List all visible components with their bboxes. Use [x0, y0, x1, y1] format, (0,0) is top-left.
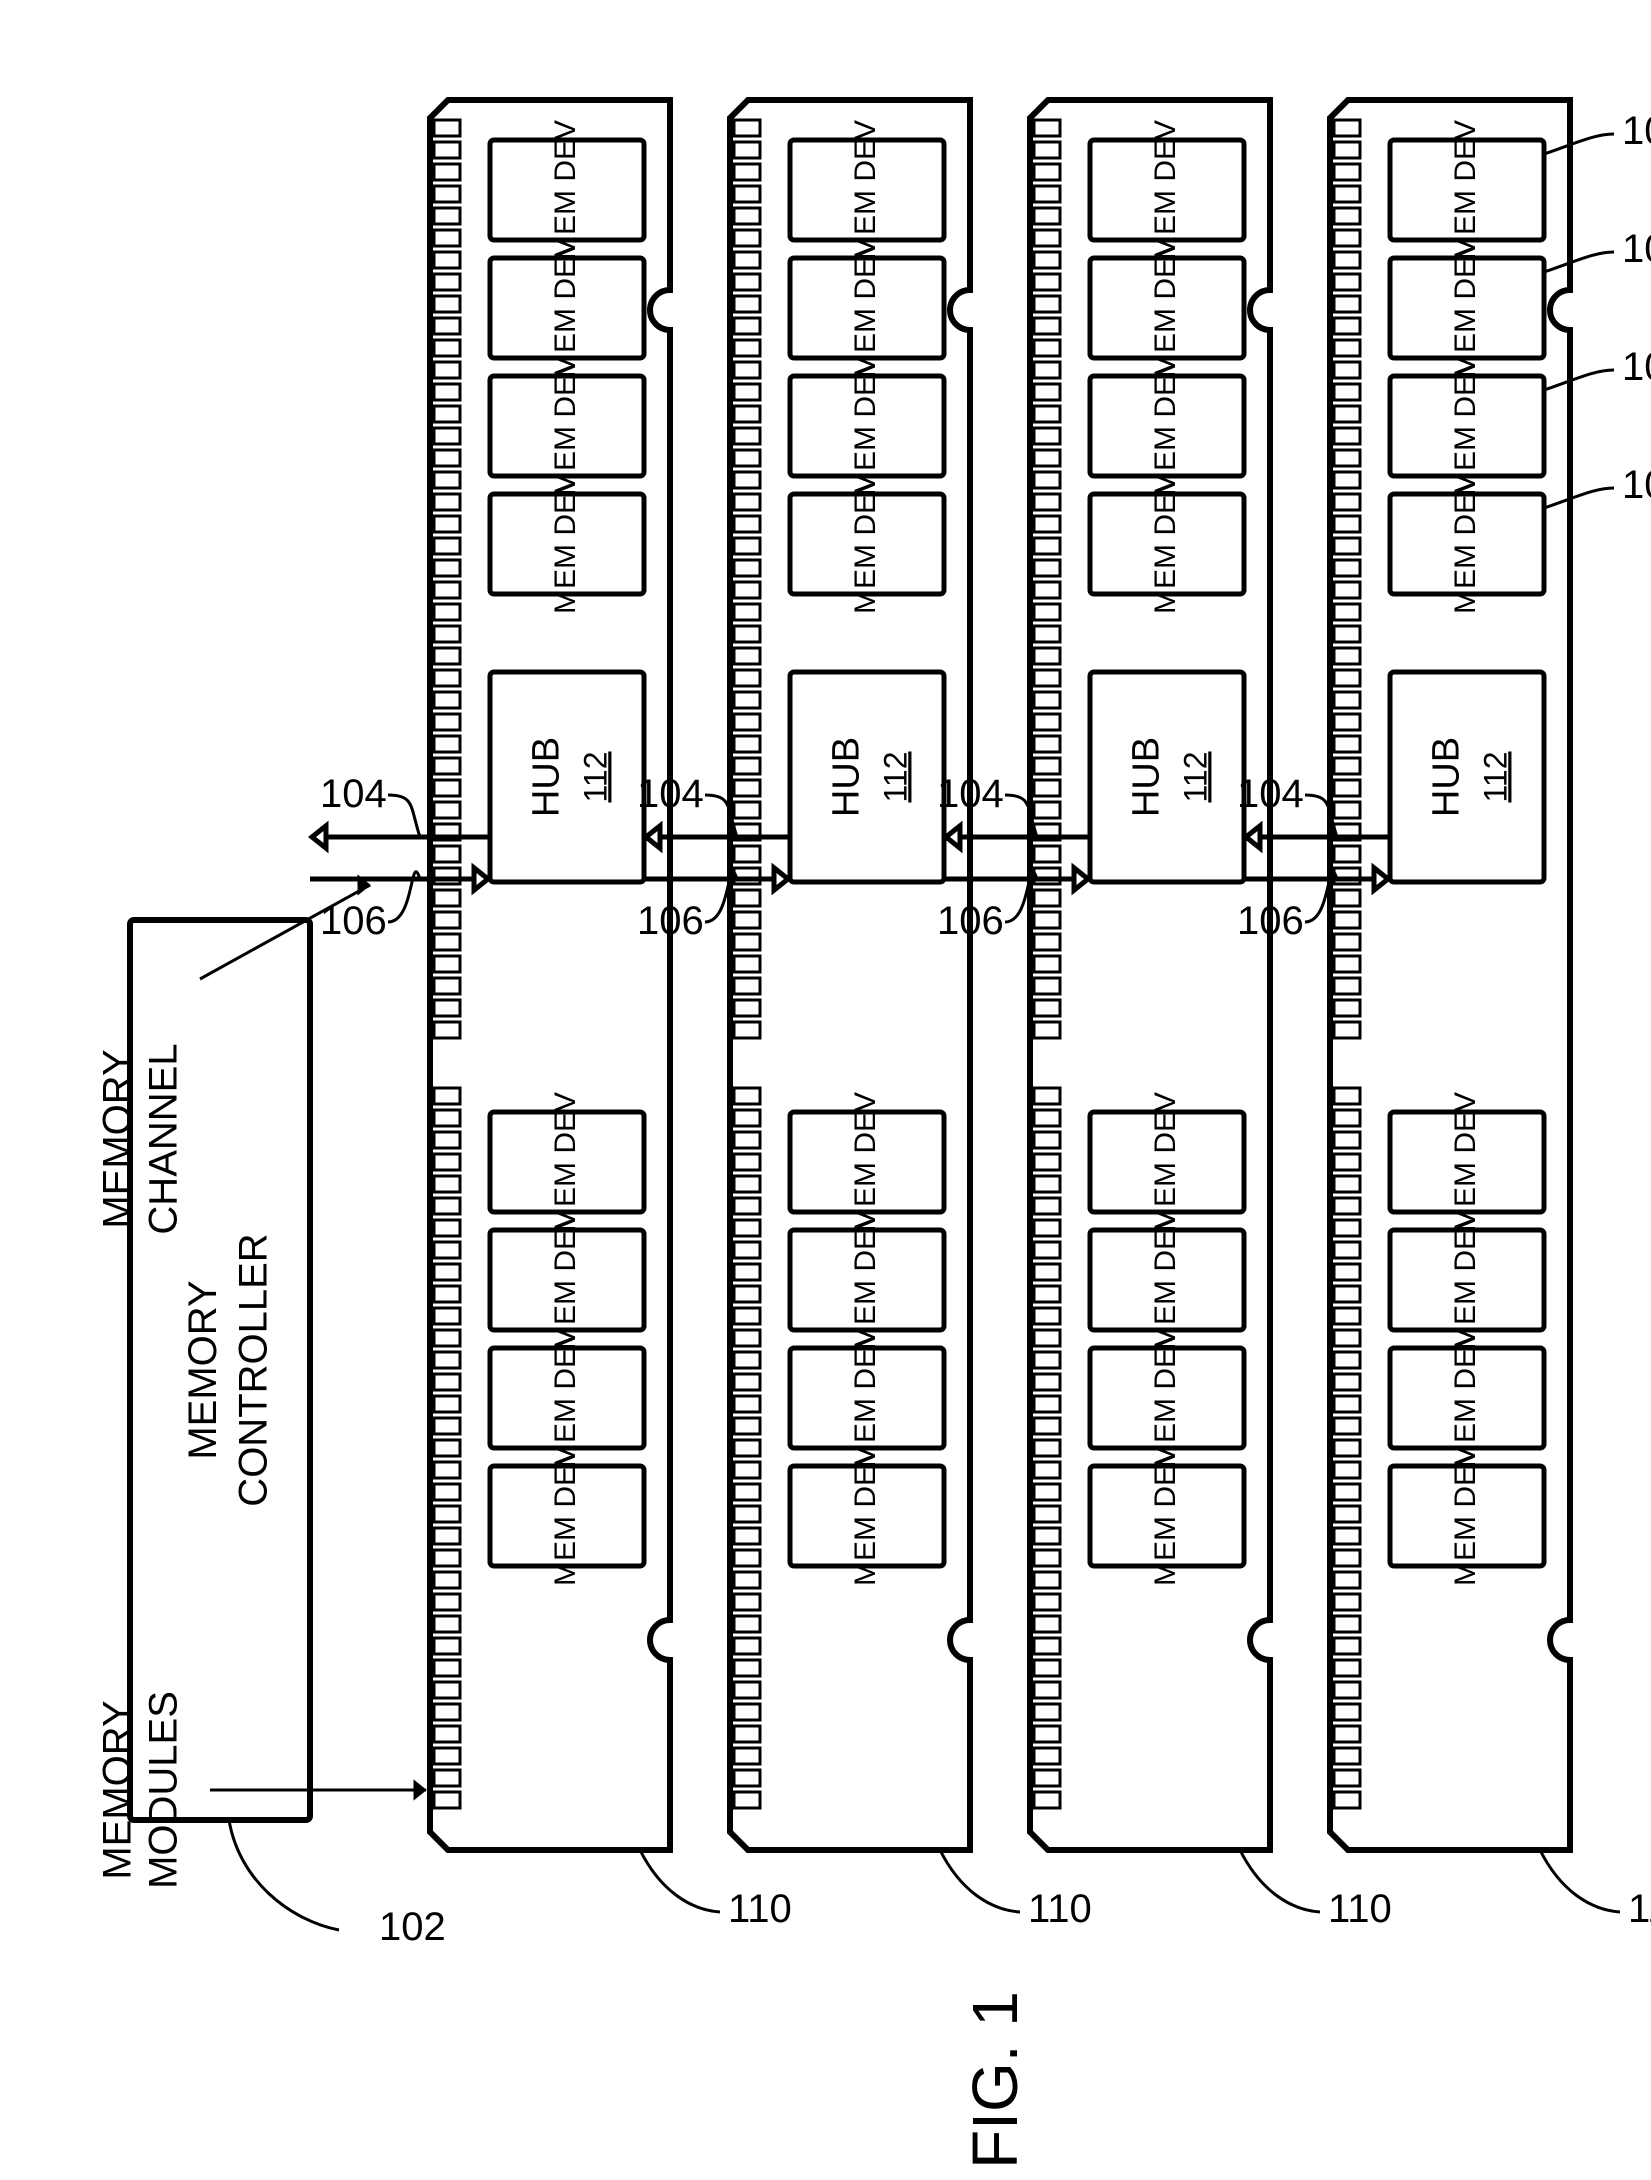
- hub-label: HUB: [1426, 737, 1468, 817]
- ref-104: 104: [320, 772, 387, 816]
- ref-104: 104: [1237, 772, 1304, 816]
- memory-controller-label2: CONTROLLER: [232, 1233, 276, 1506]
- mem-dev-label: MEM DEV: [549, 474, 582, 614]
- ref-102: 102: [379, 1905, 446, 1949]
- mem-dev-label: MEM DEV: [549, 1446, 582, 1586]
- ref-110-1: 110: [1028, 1887, 1092, 1931]
- hub-ref: 112: [1477, 751, 1513, 802]
- memory-channel-label2: CHANNEL: [142, 1043, 186, 1234]
- ref-110-2: 110: [1328, 1887, 1392, 1931]
- memory-modules-label2: MODULES: [142, 1691, 186, 1889]
- hub-ref: 112: [577, 751, 613, 802]
- memory-modules-label1: MEMORY: [96, 1700, 140, 1879]
- mem-dev-label: MEM DEV: [849, 474, 882, 614]
- ref-108-0: 108: [1622, 109, 1651, 153]
- hub-ref: 112: [1177, 751, 1213, 802]
- ref-108-1: 108: [1622, 227, 1651, 271]
- hub-label: HUB: [1126, 737, 1168, 817]
- figure-label: FIG. 1: [959, 1991, 1031, 2169]
- ref-104: 104: [637, 772, 704, 816]
- hub-label: HUB: [826, 737, 868, 817]
- mem-dev-label: MEM DEV: [1149, 1446, 1182, 1586]
- mem-dev-label: MEM DEV: [1149, 474, 1182, 614]
- memory-channel-label1: MEMORY: [96, 1049, 140, 1228]
- memory-controller-label: MEMORY: [181, 1280, 225, 1459]
- ref-108-2: 108: [1622, 345, 1651, 389]
- mem-dev-label: MEM DEV: [1449, 1446, 1482, 1586]
- mem-dev-label: MEM DEV: [1449, 474, 1482, 614]
- hub-ref: 112: [877, 751, 913, 802]
- ref-110-0: 110: [728, 1887, 792, 1931]
- ref-108-3: 108: [1622, 463, 1651, 507]
- ref-110-3: 110: [1628, 1887, 1651, 1931]
- ref-106: 106: [1237, 899, 1304, 943]
- hub-label: HUB: [526, 737, 568, 817]
- ref-106: 106: [937, 899, 1004, 943]
- ref-104: 104: [937, 772, 1004, 816]
- ref-106: 106: [637, 899, 704, 943]
- mem-dev-label: MEM DEV: [849, 1446, 882, 1586]
